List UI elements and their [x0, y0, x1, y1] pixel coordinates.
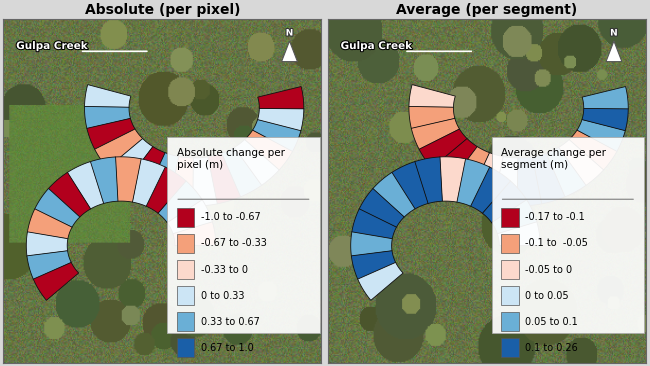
Polygon shape [409, 85, 455, 108]
Text: 0.05 to 0.1: 0.05 to 0.1 [525, 317, 578, 327]
Polygon shape [391, 161, 428, 209]
Polygon shape [145, 153, 179, 203]
Polygon shape [411, 118, 460, 150]
Text: -0.05 to 0: -0.05 to 0 [525, 265, 572, 274]
Polygon shape [234, 139, 280, 185]
Polygon shape [48, 172, 90, 217]
Text: N: N [610, 29, 617, 38]
Polygon shape [33, 262, 79, 300]
Polygon shape [449, 147, 490, 196]
Polygon shape [193, 157, 218, 206]
Polygon shape [84, 107, 131, 129]
Polygon shape [414, 157, 443, 203]
Text: 0.33 to 0.67: 0.33 to 0.67 [200, 317, 259, 327]
Polygon shape [419, 129, 467, 168]
Polygon shape [84, 85, 131, 108]
Polygon shape [359, 188, 404, 227]
FancyBboxPatch shape [167, 137, 320, 333]
FancyBboxPatch shape [177, 260, 194, 279]
Polygon shape [532, 153, 566, 204]
Polygon shape [482, 181, 526, 223]
Polygon shape [257, 108, 304, 131]
FancyBboxPatch shape [501, 260, 519, 279]
Polygon shape [222, 147, 262, 197]
Polygon shape [27, 251, 72, 280]
Polygon shape [27, 209, 72, 239]
FancyBboxPatch shape [177, 234, 194, 253]
FancyBboxPatch shape [501, 339, 519, 357]
Polygon shape [173, 221, 216, 246]
Polygon shape [432, 139, 478, 184]
Polygon shape [358, 262, 403, 300]
Polygon shape [281, 41, 298, 61]
Polygon shape [253, 119, 301, 152]
Polygon shape [208, 153, 241, 204]
Text: 0 to 0.05: 0 to 0.05 [525, 291, 569, 300]
Title: Absolute (per pixel): Absolute (per pixel) [84, 3, 240, 18]
Text: Average change per
segment (m): Average change per segment (m) [501, 147, 606, 170]
Polygon shape [470, 153, 504, 203]
Polygon shape [107, 139, 153, 184]
Text: N: N [286, 29, 293, 38]
FancyBboxPatch shape [501, 208, 519, 227]
Text: -0.1 to  -0.05: -0.1 to -0.05 [525, 238, 588, 249]
FancyBboxPatch shape [177, 208, 194, 227]
Polygon shape [517, 157, 542, 206]
FancyBboxPatch shape [177, 339, 194, 357]
Text: 0.1 to 0.26: 0.1 to 0.26 [525, 343, 578, 353]
Polygon shape [168, 157, 194, 206]
Polygon shape [90, 157, 118, 203]
FancyBboxPatch shape [177, 312, 194, 331]
Polygon shape [158, 181, 202, 223]
Polygon shape [471, 167, 510, 213]
Polygon shape [546, 147, 586, 197]
FancyBboxPatch shape [177, 286, 194, 305]
Polygon shape [95, 129, 143, 168]
Polygon shape [582, 86, 629, 109]
Text: -0.17 to -0.1: -0.17 to -0.1 [525, 212, 585, 222]
Text: Gulpa Creek: Gulpa Creek [341, 41, 412, 51]
Text: Gulpa Creek: Gulpa Creek [16, 41, 88, 51]
Polygon shape [491, 199, 537, 234]
FancyBboxPatch shape [491, 137, 644, 333]
Text: -1.0 to -0.67: -1.0 to -0.67 [200, 212, 260, 222]
Polygon shape [132, 159, 165, 206]
Text: 0.67 to 1.0: 0.67 to 1.0 [200, 343, 254, 353]
Text: -0.67 to -0.33: -0.67 to -0.33 [200, 238, 266, 249]
Polygon shape [125, 147, 165, 196]
Polygon shape [244, 130, 292, 170]
Polygon shape [456, 159, 489, 206]
Title: Average (per segment): Average (per segment) [396, 3, 577, 18]
FancyBboxPatch shape [501, 286, 519, 305]
Text: Absolute change per
pixel (m): Absolute change per pixel (m) [177, 147, 285, 170]
Polygon shape [87, 118, 135, 150]
Polygon shape [258, 86, 304, 109]
Polygon shape [558, 139, 604, 185]
Polygon shape [493, 157, 518, 206]
Polygon shape [439, 157, 465, 202]
Text: -0.33 to 0: -0.33 to 0 [200, 265, 248, 274]
Polygon shape [372, 172, 415, 217]
Polygon shape [34, 188, 80, 227]
FancyBboxPatch shape [501, 312, 519, 331]
Polygon shape [352, 209, 396, 239]
Text: 0 to 0.33: 0 to 0.33 [200, 291, 244, 300]
FancyBboxPatch shape [501, 234, 519, 253]
Polygon shape [606, 41, 622, 61]
Polygon shape [569, 130, 617, 170]
Polygon shape [582, 108, 629, 131]
Polygon shape [67, 161, 103, 209]
Polygon shape [26, 232, 68, 256]
Polygon shape [351, 232, 393, 256]
Polygon shape [577, 119, 625, 152]
Polygon shape [146, 167, 186, 213]
Polygon shape [167, 199, 213, 234]
Polygon shape [409, 107, 455, 129]
Polygon shape [115, 157, 141, 202]
Polygon shape [497, 221, 540, 246]
Polygon shape [352, 251, 396, 280]
